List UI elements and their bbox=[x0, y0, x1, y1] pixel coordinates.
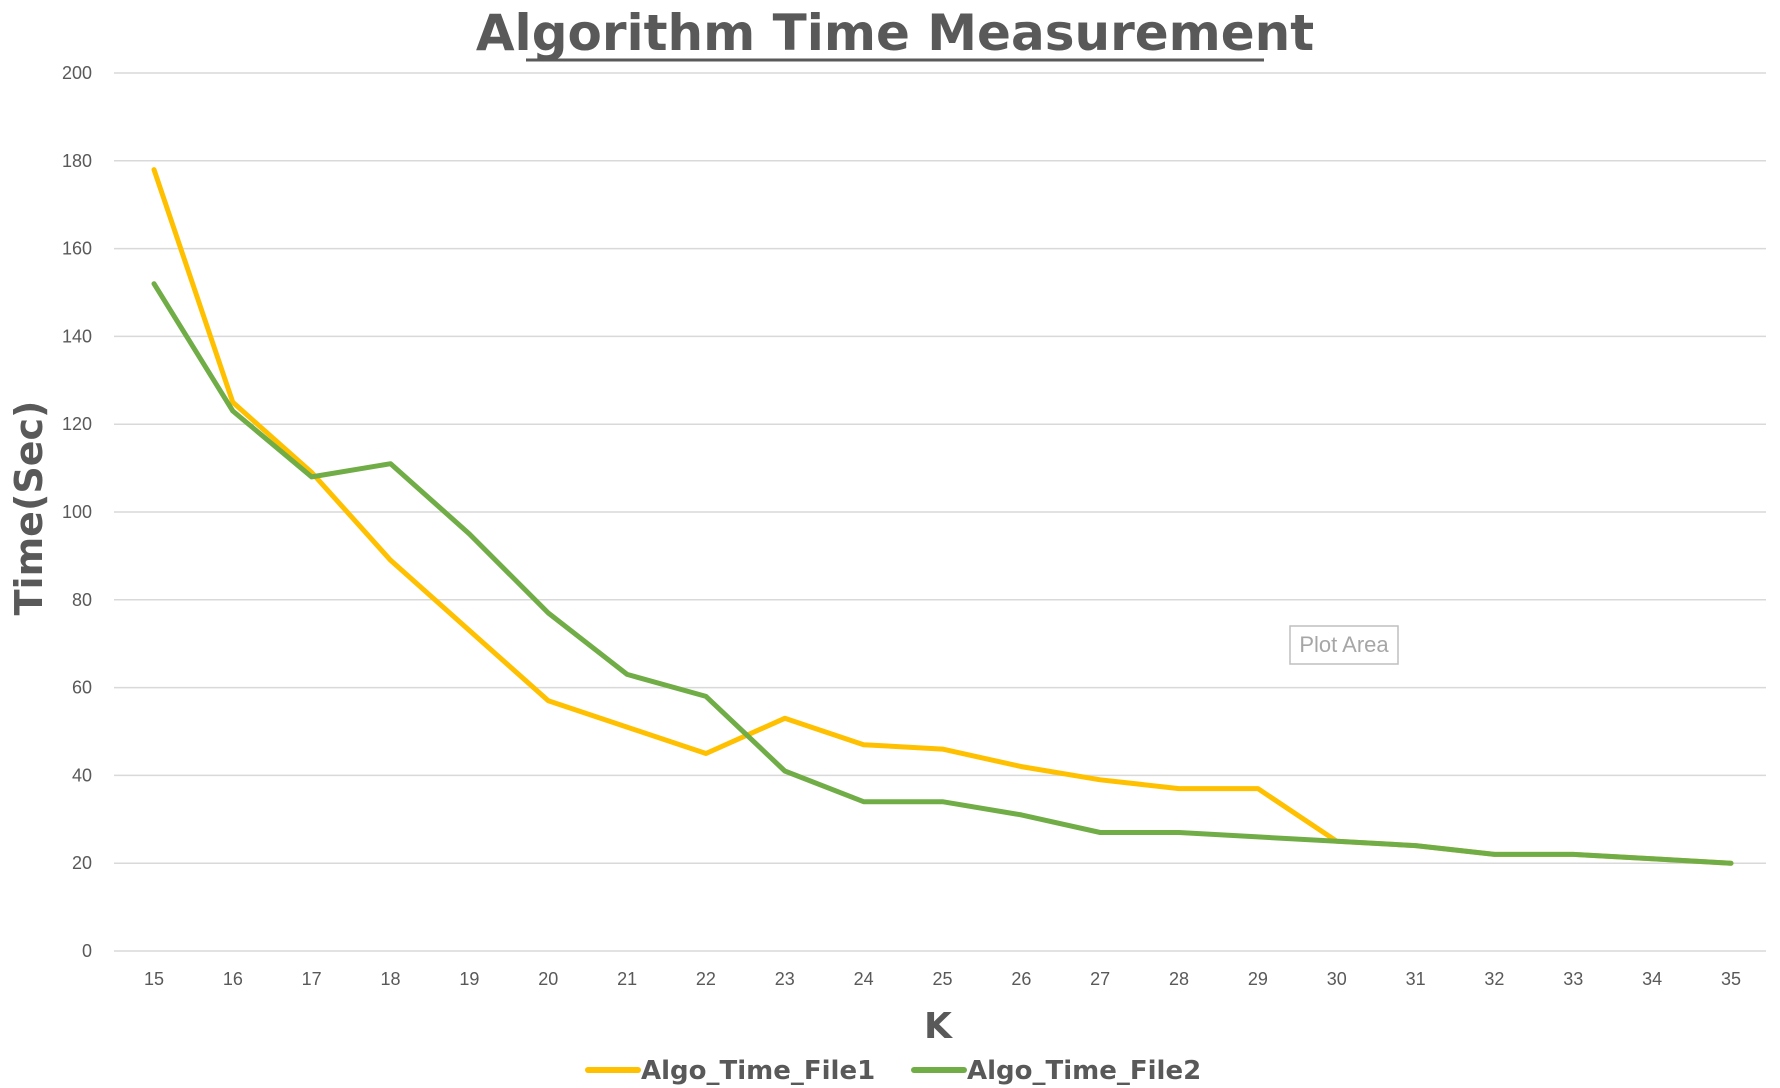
x-tick-label: 17 bbox=[302, 969, 322, 989]
series-line-2 bbox=[151, 281, 1734, 866]
x-tick-label: 21 bbox=[617, 969, 637, 989]
y-tick-label: 40 bbox=[72, 765, 92, 785]
plot-area-tooltip: Plot Area bbox=[1289, 625, 1399, 665]
x-axis-ticks: 15 16 17 18 19 20 21 22 23 24 25 26 27 28 29 30 31 32 33 34… bbox=[144, 969, 1741, 989]
y-tick-label: 60 bbox=[72, 678, 92, 698]
x-tick-label: 19 bbox=[459, 969, 479, 989]
y-axis-title: Time(Sec) bbox=[7, 401, 51, 616]
y-tick-label: 120 bbox=[62, 414, 92, 434]
plot-area-tooltip-label: Plot Area bbox=[1299, 632, 1389, 657]
x-tick-label: 32 bbox=[1484, 969, 1504, 989]
x-tick-label: 30 bbox=[1327, 969, 1347, 989]
y-tick-label: 180 bbox=[62, 151, 92, 171]
chart-title: Algorithm Time Measurement bbox=[476, 4, 1314, 62]
gridlines bbox=[114, 72, 1766, 952]
x-tick-label: 26 bbox=[1011, 969, 1031, 989]
x-axis-title: K bbox=[924, 1006, 953, 1047]
chart-title-group: Algorithm Time Measurement bbox=[476, 4, 1314, 62]
x-tick-label: 25 bbox=[932, 969, 952, 989]
legend: Algo_Time_File1 Algo_Time_File2 bbox=[585, 1056, 1201, 1086]
y-tick-label: 80 bbox=[72, 590, 92, 610]
x-tick-label: 23 bbox=[775, 969, 795, 989]
y-axis-ticks: 0 20 40 60 80 100 120 140 160 180 200 bbox=[62, 63, 92, 961]
x-tick-label: 33 bbox=[1563, 969, 1583, 989]
x-tick-label: 27 bbox=[1090, 969, 1110, 989]
x-tick-label: 31 bbox=[1406, 969, 1426, 989]
legend-label-2: Algo_Time_File2 bbox=[967, 1056, 1201, 1086]
x-tick-label: 22 bbox=[696, 969, 716, 989]
x-tick-label: 29 bbox=[1248, 969, 1268, 989]
x-tick-label: 35 bbox=[1721, 969, 1741, 989]
y-tick-label: 160 bbox=[62, 239, 92, 259]
y-tick-label: 0 bbox=[82, 941, 92, 961]
y-tick-label: 100 bbox=[62, 502, 92, 522]
x-tick-label: 24 bbox=[854, 969, 874, 989]
x-tick-label: 16 bbox=[223, 969, 243, 989]
y-tick-label: 20 bbox=[72, 853, 92, 873]
x-tick-label: 20 bbox=[538, 969, 558, 989]
x-tick-label: 34 bbox=[1642, 969, 1662, 989]
y-tick-label: 140 bbox=[62, 326, 92, 346]
y-tick-label: 200 bbox=[62, 63, 92, 83]
plot-area-tooltip-box bbox=[1289, 625, 1399, 665]
x-tick-label: 18 bbox=[381, 969, 401, 989]
x-tick-label: 28 bbox=[1169, 969, 1189, 989]
x-tick-label: 15 bbox=[144, 969, 164, 989]
series-line-1 bbox=[151, 167, 1734, 866]
legend-label-1: Algo_Time_File1 bbox=[641, 1056, 875, 1086]
series-lines bbox=[151, 167, 1734, 866]
